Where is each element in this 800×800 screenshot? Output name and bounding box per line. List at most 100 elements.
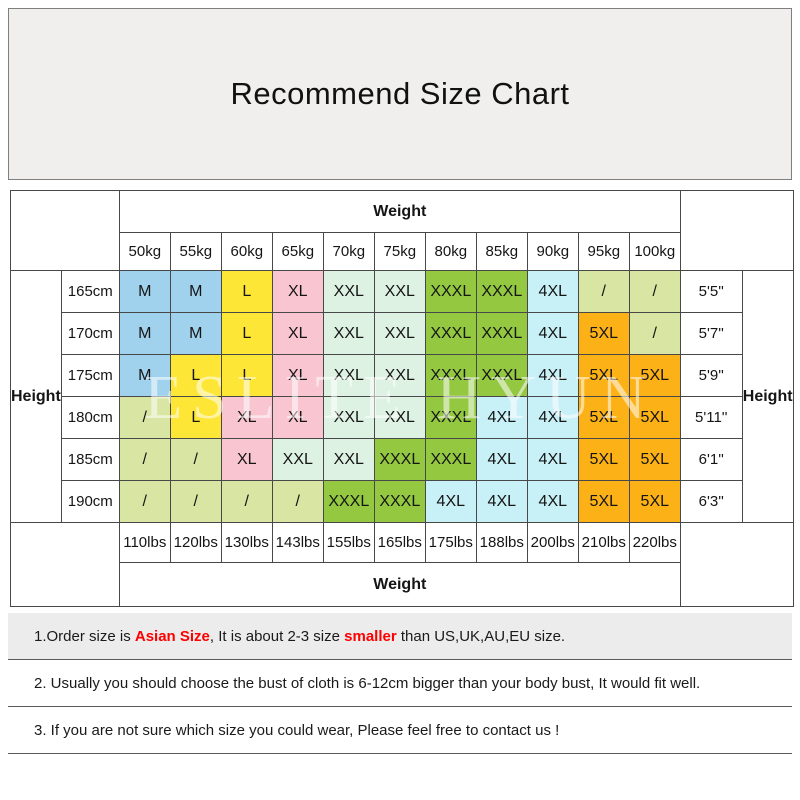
- size-cell: XL: [271, 312, 324, 355]
- size-cell: M: [169, 270, 222, 313]
- weight-lbs-cell: 120lbs: [169, 522, 222, 563]
- weight-kg-cell: 70kg: [322, 232, 375, 271]
- note-row-3: 3. If you are not sure which size you co…: [8, 707, 792, 754]
- size-cell: XXL: [322, 270, 375, 313]
- weight-kg-cell: 55kg: [169, 232, 222, 271]
- weight-lbs-cell: 130lbs: [220, 522, 273, 563]
- title-box: Recommend Size Chart: [8, 8, 792, 180]
- size-cell: XXL: [373, 270, 426, 313]
- weight-kg-cell: 85kg: [475, 232, 528, 271]
- height-cm-cell: 170cm: [60, 312, 120, 355]
- size-cell: XXXL: [424, 270, 477, 313]
- size-cell: XXXL: [322, 480, 375, 523]
- size-cell: XXL: [271, 438, 324, 481]
- size-cell: /: [118, 480, 171, 523]
- size-cell: /: [628, 270, 681, 313]
- size-cell: /: [577, 270, 630, 313]
- height-ft-cell: 5'7'': [679, 312, 743, 355]
- size-cell: XXXL: [424, 354, 477, 397]
- size-cell: /: [118, 438, 171, 481]
- size-cell: XXL: [322, 438, 375, 481]
- size-cell: XL: [271, 396, 324, 439]
- size-cell: 5XL: [577, 396, 630, 439]
- size-cell: M: [118, 312, 171, 355]
- weight-kg-cell: 95kg: [577, 232, 630, 271]
- size-cell: XXL: [322, 396, 375, 439]
- weight-lbs-cell: 143lbs: [271, 522, 324, 563]
- size-cell: 4XL: [526, 438, 579, 481]
- size-cell: 4XL: [424, 480, 477, 523]
- note-row-2: 2. Usually you should choose the bust of…: [8, 660, 792, 707]
- height-ft-cell: 5'5'': [679, 270, 743, 313]
- height-right-label: Height: [741, 270, 794, 523]
- size-cell: XL: [220, 396, 273, 439]
- height-left-label: Height: [10, 270, 62, 523]
- size-cell: 4XL: [475, 438, 528, 481]
- size-cell: M: [118, 270, 171, 313]
- note-text: 2. Usually you should choose the bust of…: [34, 675, 701, 692]
- weight-kg-cell: 50kg: [118, 232, 171, 271]
- size-cell: 4XL: [526, 480, 579, 523]
- size-cell: /: [271, 480, 324, 523]
- size-cell: XXL: [322, 312, 375, 355]
- size-cell: 5XL: [577, 480, 630, 523]
- size-cell: 5XL: [577, 438, 630, 481]
- weight-lbs-cell: 175lbs: [424, 522, 477, 563]
- weight-lbs-cell: 165lbs: [373, 522, 426, 563]
- corner-top-right: [679, 190, 794, 271]
- height-ft-cell: 5'11'': [679, 396, 743, 439]
- weight-lbs-cell: 110lbs: [118, 522, 171, 563]
- size-cell: L: [220, 312, 273, 355]
- weight-bottom-label: Weight: [118, 562, 681, 607]
- notes: 1.Order size is Asian Size, It is about …: [8, 613, 792, 754]
- size-cell: 4XL: [526, 354, 579, 397]
- size-cell: 4XL: [526, 270, 579, 313]
- size-cell: /: [169, 480, 222, 523]
- note-text: 3. If you are not sure which size you co…: [34, 722, 560, 739]
- weight-kg-cell: 80kg: [424, 232, 477, 271]
- height-cm-cell: 165cm: [60, 270, 120, 313]
- size-cell: 4XL: [475, 396, 528, 439]
- size-cell: XXXL: [424, 312, 477, 355]
- size-cell: 5XL: [577, 354, 630, 397]
- height-cm-cell: 190cm: [60, 480, 120, 523]
- size-cell: XXXL: [475, 270, 528, 313]
- weight-kg-cell: 100kg: [628, 232, 681, 271]
- note-row-1: 1.Order size is Asian Size, It is about …: [8, 613, 792, 660]
- size-cell: XXXL: [424, 438, 477, 481]
- size-cell: L: [169, 396, 222, 439]
- size-cell: /: [628, 312, 681, 355]
- size-cell: XXXL: [373, 480, 426, 523]
- weight-kg-cell: 60kg: [220, 232, 273, 271]
- size-cell: L: [169, 354, 222, 397]
- note-text: , It is about 2-3 size: [209, 628, 345, 645]
- size-cell: XL: [271, 354, 324, 397]
- size-cell: /: [220, 480, 273, 523]
- size-cell: XL: [271, 270, 324, 313]
- weight-lbs-cell: 220lbs: [628, 522, 681, 563]
- weight-kg-cell: 65kg: [271, 232, 324, 271]
- size-cell: XL: [220, 438, 273, 481]
- size-cell: 5XL: [628, 354, 681, 397]
- note-highlight: Asian Size: [134, 628, 210, 645]
- corner-bottom-right: [679, 522, 794, 607]
- size-cell: XXXL: [424, 396, 477, 439]
- size-cell: 4XL: [475, 480, 528, 523]
- size-cell: /: [169, 438, 222, 481]
- weight-lbs-cell: 210lbs: [577, 522, 630, 563]
- size-cell: /: [118, 396, 171, 439]
- size-cell: M: [118, 354, 171, 397]
- note-text: 1.Order size is: [34, 628, 135, 645]
- size-cell: L: [220, 354, 273, 397]
- size-cell: 4XL: [526, 312, 579, 355]
- corner-bottom-left: [10, 522, 120, 607]
- weight-lbs-cell: 188lbs: [475, 522, 528, 563]
- size-cell: 4XL: [526, 396, 579, 439]
- size-cell: XXL: [373, 354, 426, 397]
- size-cell: XXXL: [475, 312, 528, 355]
- size-cell: 5XL: [628, 396, 681, 439]
- weight-kg-cell: 90kg: [526, 232, 579, 271]
- weight-kg-cell: 75kg: [373, 232, 426, 271]
- size-cell: 5XL: [628, 480, 681, 523]
